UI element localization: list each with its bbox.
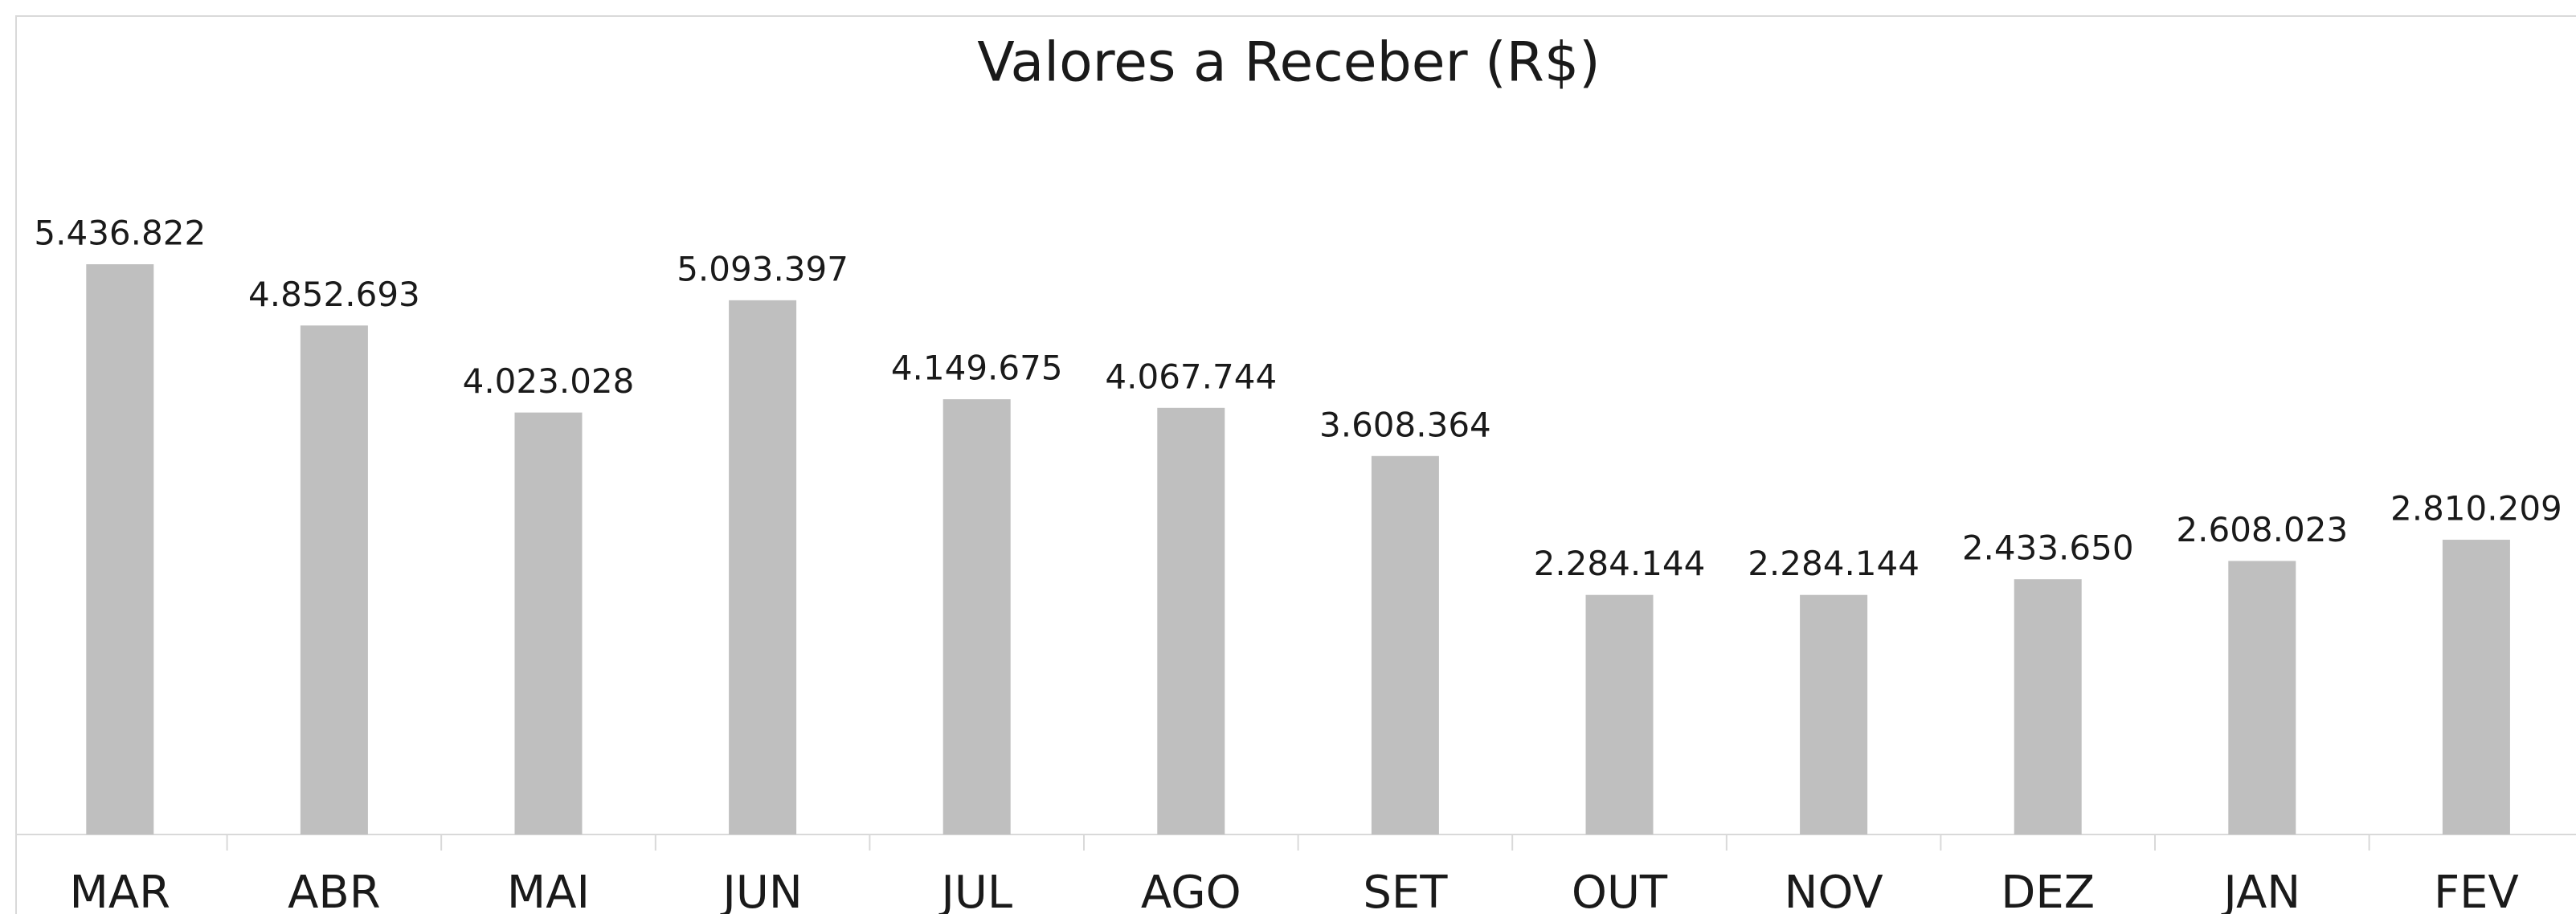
bar [1800, 594, 1868, 834]
bar [86, 264, 154, 834]
bar [942, 399, 1011, 834]
x-tick-label: JAN [2221, 867, 2300, 914]
x-tick-label: AGO [1141, 867, 1241, 914]
x-tick-label: ABR [288, 867, 381, 914]
x-tick-label: MAR [70, 867, 171, 914]
value-label: 2.284.144 [1534, 544, 1706, 583]
value-label: 4.852.693 [248, 275, 420, 314]
bar [514, 412, 583, 834]
value-label: 2.810.209 [2390, 489, 2562, 528]
value-label: 2.433.650 [1962, 528, 2134, 568]
value-label: 4.023.028 [463, 361, 635, 401]
value-label: 4.067.744 [1105, 357, 1277, 396]
bar [1157, 407, 1225, 834]
x-tick-label: JUL [938, 867, 1012, 914]
x-tick-label: DEZ [2001, 867, 2095, 914]
bar [1585, 594, 1654, 834]
chart-frame [15, 15, 2576, 914]
x-tick-label: OUT [1572, 867, 1668, 914]
value-label: 5.436.822 [34, 214, 206, 253]
value-label: 2.608.023 [2176, 510, 2348, 549]
value-label: 2.284.144 [1748, 544, 1920, 583]
bar [300, 325, 368, 834]
x-tick-label: JUN [720, 867, 802, 914]
value-label: 5.093.397 [677, 249, 848, 288]
x-tick-label: FEV [2434, 867, 2519, 914]
x-tick-label: MAI [507, 867, 590, 914]
value-label: 4.149.675 [891, 349, 1063, 388]
value-label: 3.608.364 [1319, 405, 1491, 444]
x-tick-label: NOV [1784, 867, 1883, 914]
chart-title: Valores a Receber (R$) [977, 31, 1600, 95]
bar [1371, 455, 1439, 834]
bar [2228, 561, 2296, 834]
x-tick-label: SET [1363, 867, 1448, 914]
bar [729, 300, 797, 834]
bar [2442, 540, 2510, 834]
bar [2014, 579, 2082, 834]
